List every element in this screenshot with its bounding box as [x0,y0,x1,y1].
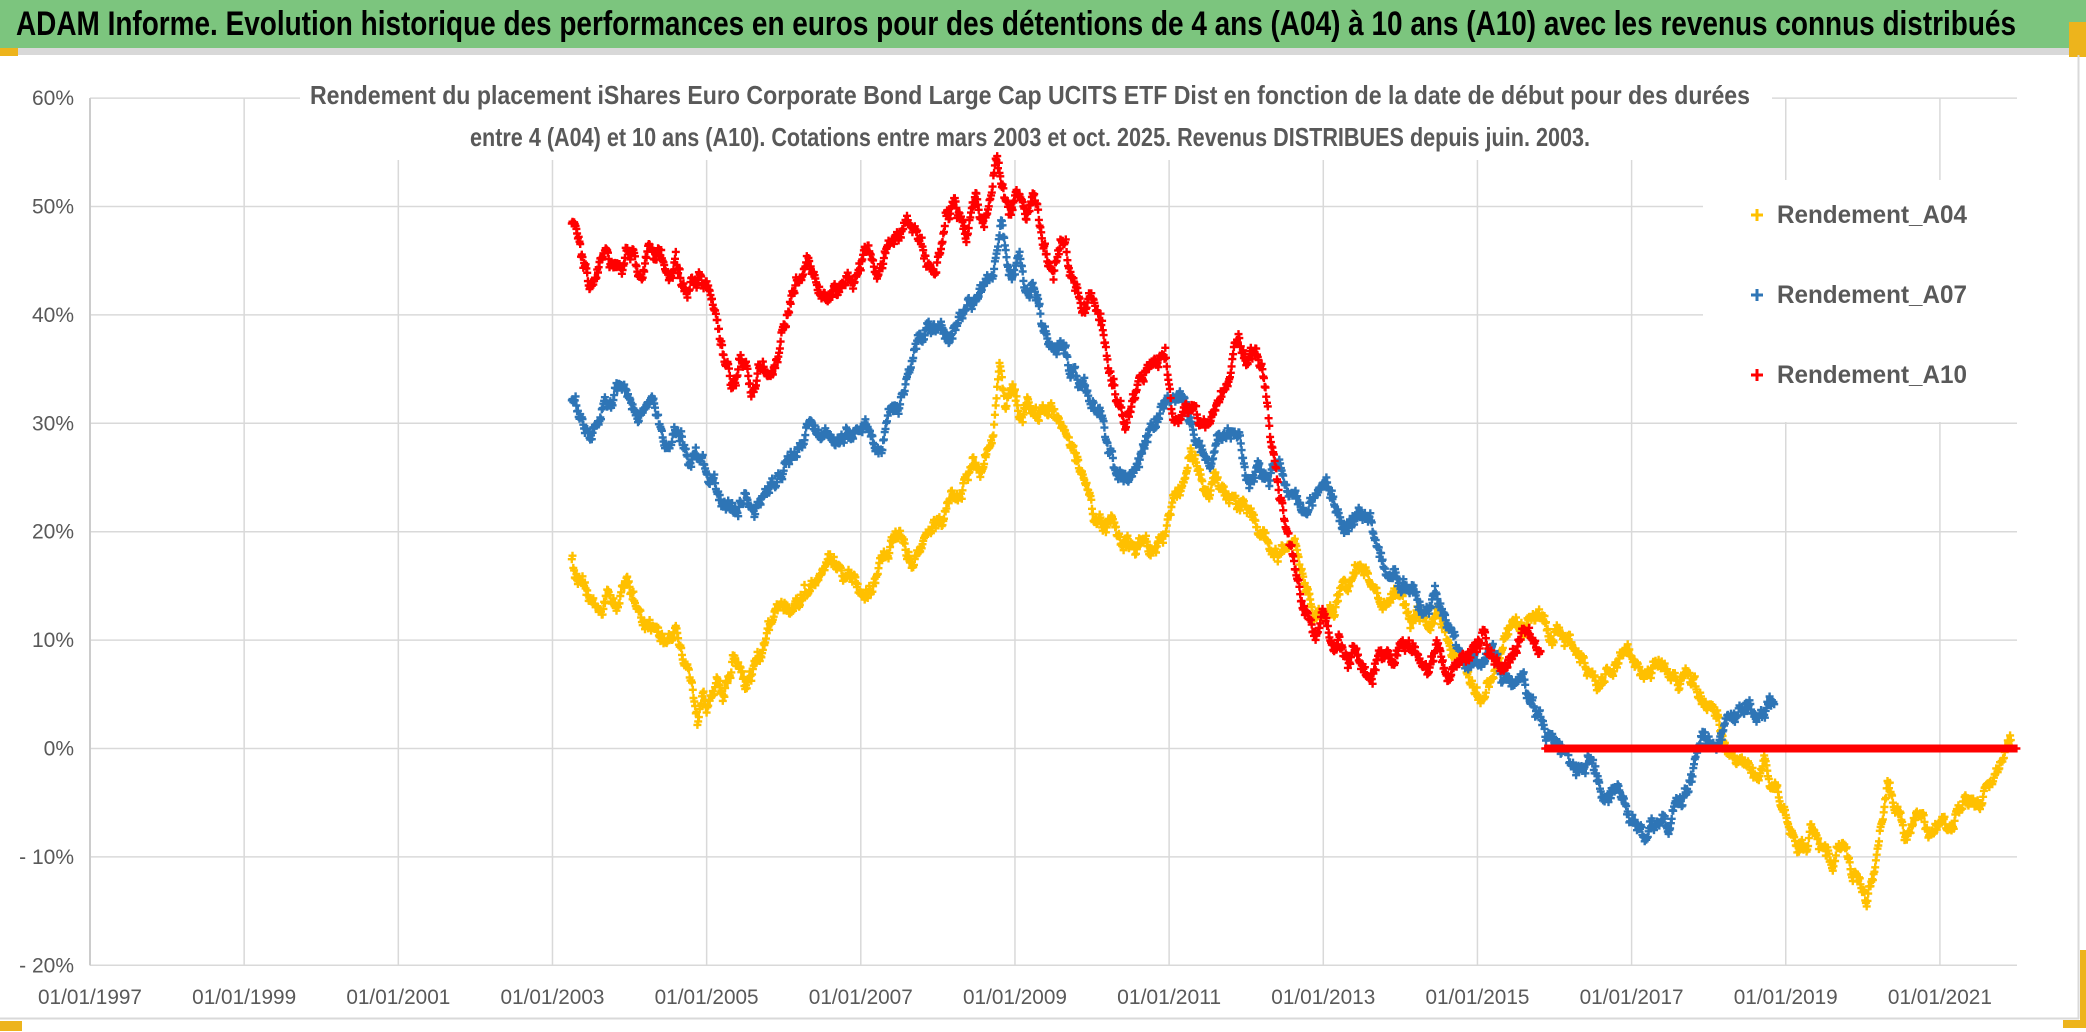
legend-marker-plus-icon [1751,209,1763,221]
app-title: ADAM Informe. Evolution historique des p… [16,5,2016,43]
legend-item-Rendement_A04: Rendement_A04 [1751,201,1967,229]
y-tick-label: 0% [44,738,74,761]
y-tick-label: 40% [32,304,74,327]
x-tick-label: 01/01/2007 [809,986,913,1009]
header-underline-strip [0,48,2086,55]
legend-label: Rendement_A10 [1777,361,1967,389]
x-tick-label: 01/01/2005 [655,986,759,1009]
chart-object-border [0,55,2080,1020]
x-tick-label: 01/01/2009 [963,986,1067,1009]
series-Rendement_A10 [567,152,2021,753]
x-tick-label: 01/01/1999 [192,986,296,1009]
x-tick-label: 01/01/2021 [1888,986,1992,1009]
gold-corner-mark [0,1021,22,1031]
x-tick-label: 01/01/2001 [346,986,450,1009]
gold-corner-mark [2069,22,2086,57]
series-Rendement_A07 [567,216,1779,846]
legend-item-Rendement_A10: Rendement_A10 [1751,361,1967,389]
x-axis-labels: 01/01/1997 01/01/1999 01/01/2001 01/01/2003… [38,986,1992,1009]
legend-label: Rendement_A07 [1777,281,1967,309]
y-tick-label: 30% [32,412,74,435]
x-tick-label: 01/01/2015 [1425,986,1529,1009]
y-tick-label: 60% [32,87,74,110]
x-tick-label: 01/01/1997 [38,986,142,1009]
y-tick-label: 10% [32,629,74,652]
x-tick-label: 01/01/2013 [1271,986,1375,1009]
y-tick-label: - 20% [19,954,74,977]
x-tick-label: 01/01/2017 [1580,986,1684,1009]
x-tick-label: 01/01/2019 [1734,986,1838,1009]
y-tick-label: - 10% [19,846,74,869]
x-tick-label: 01/01/2011 [1117,986,1221,1009]
gold-corner-marks [0,22,2086,1031]
data-series-layer [567,152,2021,911]
legend-item-Rendement_A07: Rendement_A07 [1751,281,1967,309]
y-axis-labels: 60% 50% 40% 30% 20% 10% 0% - 10% - 20% [19,87,74,977]
legend-label: Rendement_A04 [1777,201,1967,229]
legend: Rendement_A04 Rendement_A07 Rendement_A10 [1751,201,1967,389]
x-tick-label: 01/01/2003 [500,986,604,1009]
gold-corner-mark [2080,950,2086,1020]
chart-title-line1: Rendement du placement iShares Euro Corp… [310,80,1750,110]
y-tick-label: 20% [32,521,74,544]
chart-title-background [300,62,1772,160]
gold-corner-mark [2063,1020,2086,1028]
chart-title-line2: entre 4 (A04) et 10 ans (A10). Cotations… [470,122,1590,152]
app-title-bar [0,0,2086,48]
series-Rendement_A04 [567,358,2016,911]
gold-corner-mark [0,48,18,56]
legend-background [1703,180,2075,422]
legend-marker-plus-icon [1751,369,1763,381]
legend-marker-plus-icon [1751,289,1763,301]
y-tick-label: 50% [32,196,74,219]
